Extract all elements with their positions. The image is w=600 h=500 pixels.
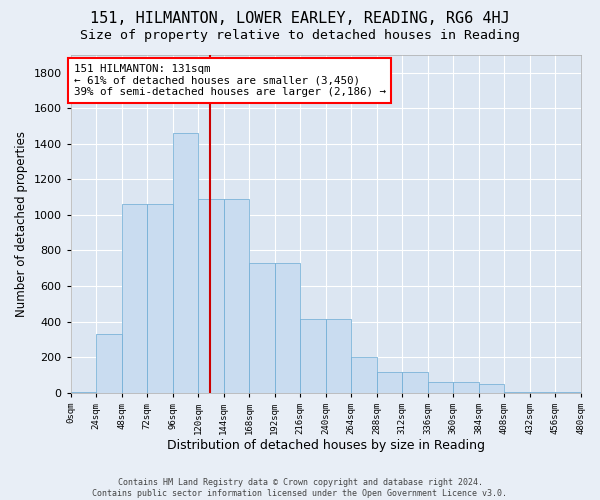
- Bar: [300, 319, 326, 392]
- Text: 151, HILMANTON, LOWER EARLEY, READING, RG6 4HJ: 151, HILMANTON, LOWER EARLEY, READING, R…: [90, 11, 510, 26]
- Bar: [453, 382, 479, 392]
- Text: 151 HILMANTON: 131sqm
← 61% of detached houses are smaller (3,450)
39% of semi-d: 151 HILMANTON: 131sqm ← 61% of detached …: [74, 64, 386, 97]
- Bar: [96, 334, 122, 392]
- Bar: [275, 263, 300, 392]
- Bar: [479, 384, 504, 392]
- Bar: [402, 372, 428, 392]
- Bar: [351, 357, 377, 392]
- Text: Size of property relative to detached houses in Reading: Size of property relative to detached ho…: [80, 29, 520, 42]
- Bar: [122, 204, 147, 392]
- Bar: [326, 319, 351, 392]
- Y-axis label: Number of detached properties: Number of detached properties: [15, 131, 28, 317]
- Bar: [224, 199, 249, 392]
- Bar: [198, 199, 224, 392]
- X-axis label: Distribution of detached houses by size in Reading: Distribution of detached houses by size …: [167, 440, 485, 452]
- Bar: [173, 133, 198, 392]
- Bar: [147, 204, 173, 392]
- Bar: [377, 372, 402, 392]
- Bar: [428, 382, 453, 392]
- Bar: [249, 263, 275, 392]
- Text: Contains HM Land Registry data © Crown copyright and database right 2024.
Contai: Contains HM Land Registry data © Crown c…: [92, 478, 508, 498]
